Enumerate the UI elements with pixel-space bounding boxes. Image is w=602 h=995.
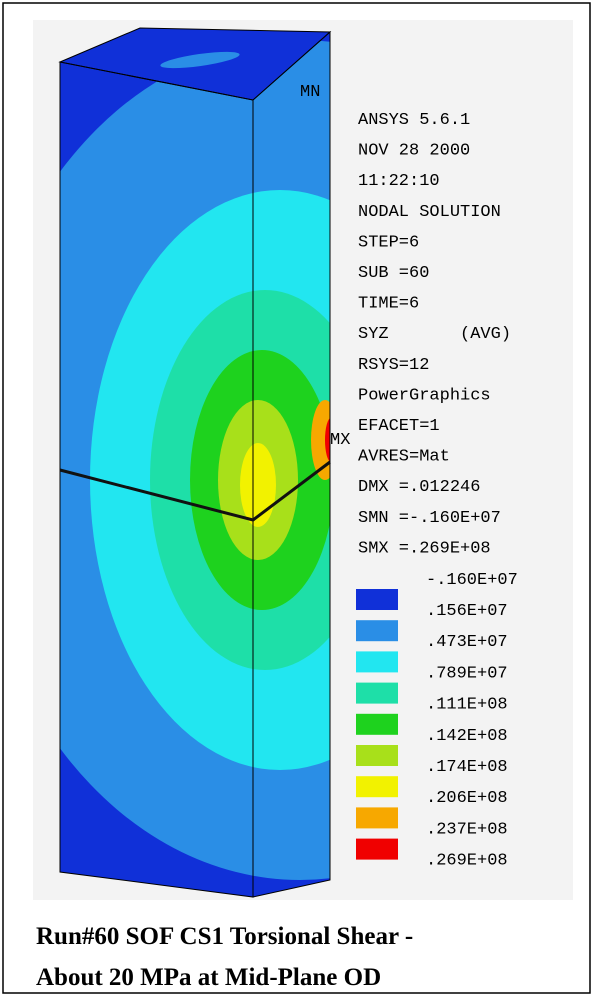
info-line: SUB =60 [358, 264, 429, 283]
legend-label: .789E+07 [426, 664, 508, 683]
caption-line: About 20 MPa at Mid-Plane OD [36, 964, 381, 991]
legend-label: .156E+07 [426, 602, 508, 621]
page: MN MX -.160E+07 Run#60 SOF CS1 Torsional… [0, 0, 602, 995]
info-line: 11:22:10 [358, 172, 440, 191]
info-line: PowerGraphics [358, 386, 491, 405]
info-line: NODAL SOLUTION [358, 203, 501, 222]
legend-swatch [356, 714, 398, 735]
legend-label: .142E+08 [426, 727, 508, 746]
legend-min-label: -.160E+07 [426, 571, 518, 590]
legend-label: .174E+08 [426, 758, 508, 777]
legend-swatch [356, 683, 398, 704]
info-line: SMX =.269E+08 [358, 539, 491, 558]
legend-label: .237E+08 [426, 820, 508, 839]
min-marker: MN [300, 83, 320, 102]
info-line: DMX =.012246 [358, 478, 480, 497]
legend-swatch [356, 776, 398, 797]
legend-swatch [356, 589, 398, 610]
legend-label: .206E+08 [426, 789, 508, 808]
info-line: RSYS=12 [358, 356, 429, 375]
info-line: EFACET=1 [358, 417, 440, 436]
legend-swatch [356, 807, 398, 828]
screenshot: MN MX -.160E+07 Run#60 SOF CS1 Torsional… [0, 0, 602, 995]
info-line: NOV 28 2000 [358, 142, 470, 161]
legend-swatch [356, 839, 398, 860]
info-line: AVRES=Mat [358, 448, 450, 467]
info-line: SMN =-.160E+07 [358, 509, 501, 528]
legend-label: .269E+08 [426, 852, 508, 871]
info-line: TIME=6 [358, 295, 419, 314]
info-line: ANSYS 5.6.1 [358, 111, 470, 130]
legend-swatch [356, 745, 398, 766]
info-line: STEP=6 [358, 233, 419, 252]
caption-line: Run#60 SOF CS1 Torsional Shear - [36, 923, 413, 950]
legend-label: .111E+08 [426, 696, 508, 715]
legend-swatch [356, 620, 398, 641]
info-line: SYZ (AVG) [358, 325, 511, 344]
legend-label: .473E+07 [426, 633, 508, 652]
max-marker: MX [330, 431, 350, 450]
legend-swatch [356, 651, 398, 672]
